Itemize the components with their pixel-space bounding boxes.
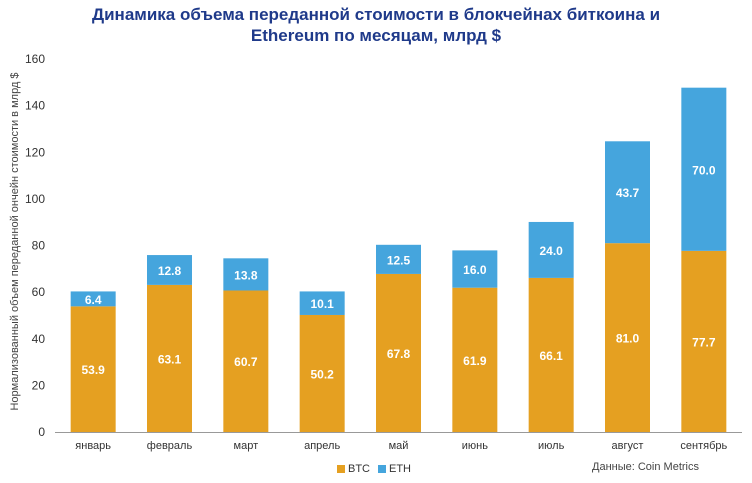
y-tick-label: 160	[25, 52, 45, 66]
x-tick-label: май	[389, 440, 409, 452]
y-tick-label: 20	[32, 378, 46, 392]
bar-btc-июль	[528, 277, 574, 432]
chart-title: Динамика объема переданной стоимости в б…	[0, 4, 752, 46]
bar-btc-июнь	[452, 287, 498, 432]
y-tick-label: 0	[38, 425, 45, 439]
legend-swatch-eth	[378, 465, 386, 473]
x-tick-label: март	[234, 440, 259, 452]
data-source: Данные: Coin Metrics	[592, 461, 699, 473]
data-label-eth: 10.1	[310, 297, 334, 311]
data-label-eth: 12.8	[158, 264, 182, 278]
chart-title-line1: Динамика объема переданной стоимости в б…	[91, 5, 661, 24]
bar-btc-март	[223, 290, 269, 432]
bar-eth-март	[223, 258, 269, 291]
bar-eth-январь	[70, 291, 116, 307]
y-tick-label: 40	[32, 332, 46, 346]
bar-eth-май	[376, 244, 421, 274]
chart-title-line2: Ethereum по месяцам, млрд $	[250, 26, 502, 45]
y-tick-label: 120	[25, 145, 45, 159]
data-label-eth: 6.4	[85, 293, 102, 307]
bar-eth-август	[605, 141, 650, 244]
data-label-btc: 60.7	[234, 355, 258, 369]
bar-eth-июль	[528, 221, 574, 278]
x-tick-label: апрель	[304, 440, 340, 452]
legend-item-eth: ETH	[378, 463, 411, 475]
x-tick-label: июль	[538, 440, 565, 452]
data-label-eth: 13.8	[234, 268, 258, 282]
data-label-btc: 61.9	[463, 354, 487, 368]
bar-eth-апрель	[299, 291, 345, 315]
x-tick-label: февраль	[147, 440, 193, 452]
data-label-btc: 67.8	[387, 347, 411, 361]
data-label-btc: 66.1	[539, 349, 563, 363]
y-tick-label: 140	[25, 99, 45, 113]
data-label-btc: 77.7	[692, 335, 716, 349]
y-tick-label: 100	[25, 192, 45, 206]
legend-label-btc: BTC	[348, 463, 370, 475]
bar-btc-май	[376, 273, 421, 432]
legend-swatch-btc	[337, 465, 345, 473]
data-label-eth: 24.0	[539, 244, 563, 258]
data-label-btc: 50.2	[310, 367, 334, 381]
legend-label-eth: ETH	[389, 463, 411, 475]
legend: BTC ETH	[337, 463, 415, 475]
data-label-btc: 81.0	[616, 332, 640, 346]
data-label-btc: 53.9	[81, 363, 105, 377]
data-label-eth: 43.7	[616, 186, 640, 200]
bar-btc-апрель	[299, 314, 345, 432]
x-tick-label: август	[612, 440, 644, 452]
data-label-btc: 63.1	[158, 352, 182, 366]
bar-btc-февраль	[147, 284, 192, 432]
bar-eth-февраль	[147, 255, 192, 285]
bar-btc-сентябрь	[681, 250, 727, 432]
x-tick-label: январь	[75, 440, 111, 452]
bar-eth-июнь	[452, 250, 498, 288]
data-label-eth: 70.0	[692, 163, 716, 177]
bar-btc-август	[605, 243, 650, 432]
bar-btc-январь	[70, 306, 116, 432]
x-tick-label: сентябрь	[680, 440, 727, 452]
bar-eth-сентябрь	[681, 87, 727, 251]
data-label-eth: 12.5	[387, 253, 411, 267]
x-tick-label: июнь	[462, 440, 488, 452]
legend-item-btc: BTC	[337, 463, 370, 475]
y-tick-label: 60	[32, 285, 46, 299]
data-label-eth: 16.0	[463, 263, 487, 277]
y-axis-title: Нормализованный объем переданной ончейн …	[9, 72, 21, 410]
y-tick-label: 80	[32, 239, 46, 253]
